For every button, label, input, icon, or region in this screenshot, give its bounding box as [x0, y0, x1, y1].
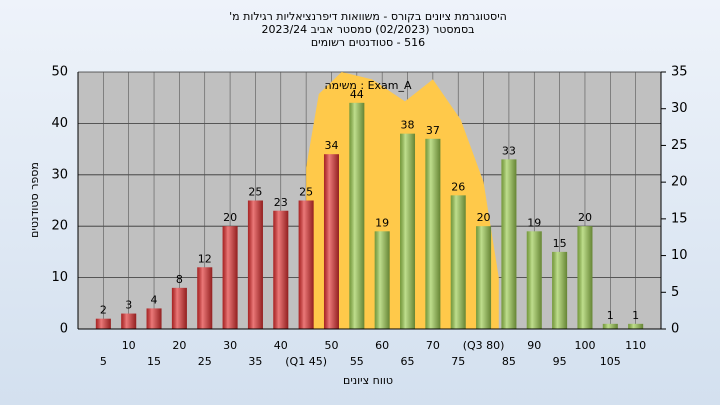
data-label: 38 [401, 119, 415, 132]
y-tick-label: 10 [51, 270, 68, 285]
x-tick-label: 95 [553, 355, 567, 368]
x-tick-label: 60 [375, 339, 389, 352]
bar-shade [425, 138, 441, 329]
y-tick-label: 50 [51, 65, 68, 80]
data-label: 23 [274, 196, 288, 209]
x-tick-label: 55 [350, 355, 364, 368]
y-tick-label: 20 [51, 219, 68, 234]
bar-shade [349, 102, 365, 329]
data-label: 1 [607, 309, 614, 322]
x-tick-label: 25 [198, 355, 212, 368]
bar-shade [628, 323, 644, 329]
y-tick-label: 30 [51, 167, 68, 182]
bar-shade [501, 159, 517, 329]
data-label: 19 [527, 216, 541, 229]
data-label: 33 [502, 144, 516, 157]
y2-tick-label: 20 [671, 175, 688, 190]
y2-tick-label: 15 [671, 211, 688, 226]
x-tick-label: 70 [426, 339, 440, 352]
x-tick-label: 40 [274, 339, 288, 352]
bar-shade [400, 133, 416, 329]
x-tick-label: 85 [502, 355, 516, 368]
x-tick-label: 30 [223, 339, 237, 352]
chart-subtitle: בסמסטר (02/2023) סמסטר אביב 2023/24 [261, 23, 474, 36]
x-tick-label: 110 [625, 339, 646, 352]
data-label: 4 [151, 293, 158, 306]
x-tick-label: 90 [527, 339, 541, 352]
y-tick-label: 40 [51, 116, 68, 131]
y2-tick-label: 25 [671, 138, 688, 153]
x-tick-label: 50 [324, 339, 338, 352]
bar-shade [247, 200, 263, 329]
data-label: 37 [426, 124, 440, 137]
y2-tick-label: 30 [671, 101, 688, 116]
data-label: 25 [248, 186, 262, 199]
bar-shade [121, 313, 137, 329]
bar-shade [374, 231, 390, 329]
x-tick-label: 15 [147, 355, 161, 368]
data-label: 44 [350, 88, 364, 101]
chart-title: היסטוגרמת ציונים בקורס - משוואות דיפרנצי… [229, 10, 507, 23]
y-tick-label: 0 [60, 322, 68, 337]
y-axis-label: מספר סטודנטים [28, 162, 41, 238]
x-tick-label: 20 [172, 339, 186, 352]
data-label: 15 [553, 237, 567, 250]
bar-shade [602, 323, 618, 329]
x-tick-label: (Q3 80) [463, 339, 505, 352]
x-tick-label: 5 [100, 355, 107, 368]
bar-shade [273, 210, 289, 329]
bar-shade [222, 226, 238, 329]
data-label: 12 [198, 252, 212, 265]
y2-tick-label: 35 [671, 65, 688, 80]
chart-subtitle: 516 - סטודנטים רשומים [311, 36, 425, 49]
data-label: 25 [299, 186, 313, 199]
bar-shade [146, 308, 162, 329]
data-label: 26 [451, 180, 465, 193]
bar-shade [171, 287, 187, 329]
x-tick-label: 35 [248, 355, 262, 368]
data-label: 19 [375, 216, 389, 229]
bar-shade [95, 318, 111, 329]
bar-shade [526, 231, 542, 329]
x-axis-label: טווח ציונים [343, 374, 393, 387]
legend-text: Exam_A : משימה [324, 79, 412, 92]
data-label: 20 [477, 211, 491, 224]
y2-tick-label: 10 [671, 248, 688, 263]
y2-tick-label: 0 [671, 322, 679, 337]
x-tick-label: 65 [401, 355, 415, 368]
y2-tick-label: 5 [671, 285, 679, 300]
data-label: 3 [125, 299, 132, 312]
bar-shade [450, 195, 466, 329]
bar-shade [197, 267, 213, 329]
data-label: 34 [324, 139, 338, 152]
data-label: 2 [100, 304, 107, 317]
x-tick-label: 75 [451, 355, 465, 368]
x-tick-label: 105 [600, 355, 621, 368]
bar-shade [323, 154, 339, 329]
x-tick-label: 10 [122, 339, 136, 352]
data-label: 1 [632, 309, 639, 322]
x-tick-label: (Q1 45) [285, 355, 327, 368]
bar-shade [552, 251, 568, 329]
data-label: 8 [176, 273, 183, 286]
data-label: 20 [223, 211, 237, 224]
bar-shade [298, 200, 314, 329]
bar-shade [476, 226, 492, 329]
x-tick-label: 100 [574, 339, 595, 352]
data-label: 20 [578, 211, 592, 224]
bar-shade [577, 226, 593, 329]
